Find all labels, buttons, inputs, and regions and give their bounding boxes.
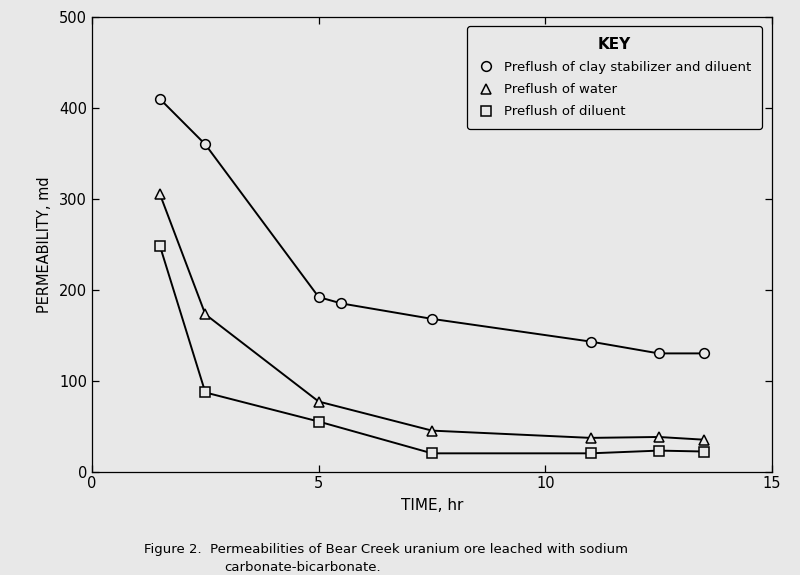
Legend: Preflush of clay stabilizer and diluent, Preflush of water, Preflush of diluent: Preflush of clay stabilizer and diluent,… <box>467 26 762 129</box>
Text: Figure 2.  Permeabilities of Bear Creek uranium ore leached with sodium: Figure 2. Permeabilities of Bear Creek u… <box>144 543 628 557</box>
Y-axis label: PERMEABILITY, md: PERMEABILITY, md <box>37 176 52 313</box>
Text: carbonate-bicarbonate.: carbonate-bicarbonate. <box>224 561 381 574</box>
X-axis label: TIME, hr: TIME, hr <box>401 499 463 513</box>
